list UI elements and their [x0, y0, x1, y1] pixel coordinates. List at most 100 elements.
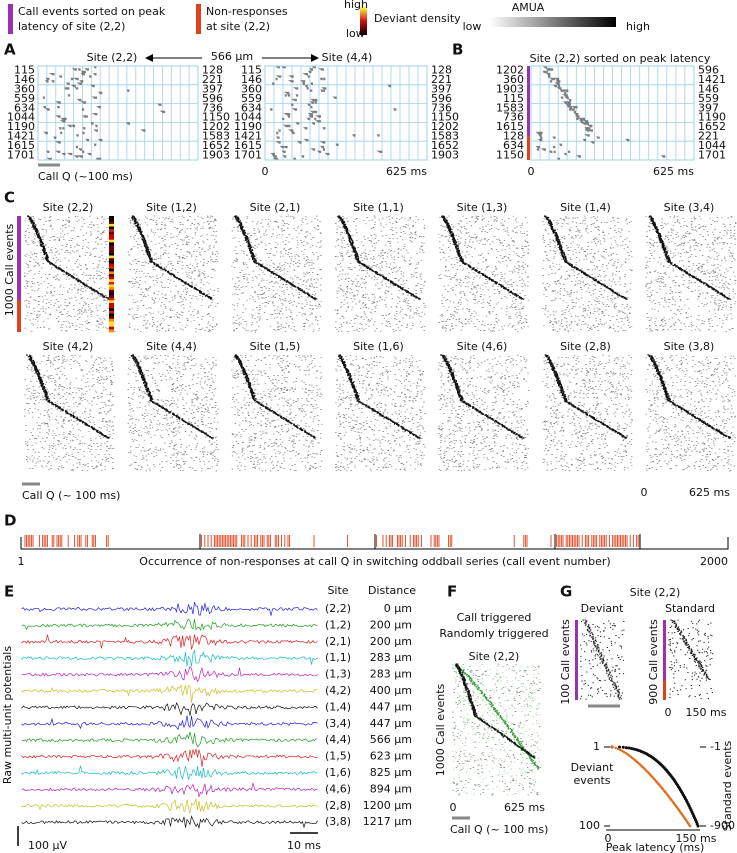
row-label: 360 [14, 83, 35, 96]
density-stripe [109, 321, 114, 325]
row-label: 559 [14, 92, 35, 105]
density-stripe [109, 329, 114, 333]
raster-noise [645, 354, 736, 472]
axis-title: Deviant [571, 761, 615, 774]
density-stripe [109, 234, 114, 238]
raster-frame [264, 65, 428, 161]
density-stripe [109, 281, 114, 285]
panel-letter: D [4, 512, 16, 530]
distance-label: 283 µm [370, 651, 412, 664]
legend-text: Standard [665, 602, 715, 615]
row-label: 115 [503, 92, 524, 105]
density-stripe [109, 289, 114, 293]
raster-noise [231, 354, 323, 472]
axis-label: 1 [593, 740, 600, 753]
raster-frame [530, 65, 695, 161]
sorted-bar [663, 620, 666, 680]
axis-label: 625 ms [386, 165, 427, 178]
density-stripe [109, 268, 114, 272]
distance-label: 200 µm [370, 635, 412, 648]
scale-label: 100 µV [28, 839, 67, 852]
raster-peaks [544, 215, 628, 300]
row-label: 1202 [202, 120, 230, 133]
density-stripe [109, 318, 114, 322]
panel-letter: A [4, 41, 16, 59]
legend-text: Call events sorted on peak [18, 5, 166, 18]
row-label: 1421 [698, 73, 726, 86]
raster-noise [127, 215, 219, 333]
site-title: Site (1,6) [353, 340, 404, 353]
axis-label: 0 [450, 801, 457, 814]
raster-peaks [441, 215, 525, 300]
nonresp-bar [527, 136, 530, 160]
legend-text: Deviant [581, 602, 625, 615]
row-label: 1903 [496, 83, 524, 96]
trace [21, 618, 318, 631]
density-stripe [109, 260, 114, 264]
row-label: 1421 [7, 130, 35, 143]
trace [21, 649, 318, 667]
trace [21, 765, 318, 780]
site-title: Site (3,4) [664, 201, 715, 214]
distance-label: 400 µm [370, 684, 412, 697]
row-label: 1150 [431, 111, 459, 124]
raster-peaks [130, 354, 214, 439]
density-stripe [109, 250, 114, 254]
site-title: Site (1,3) [457, 201, 508, 214]
row-label: 596 [698, 64, 719, 77]
raster-peaks [337, 215, 421, 300]
y-axis-label: 1000 Call events [3, 223, 16, 316]
density-stripe [109, 303, 114, 306]
distance-label: 447 µm [370, 717, 412, 730]
legend-text: low [463, 20, 482, 33]
legend-text: Deviant density [374, 12, 461, 25]
legend-bar-red [196, 4, 201, 34]
panel-letter: F [447, 583, 457, 601]
row-label: 146 [698, 83, 719, 96]
row-label: 115 [14, 64, 35, 77]
site-label: (2,2) [325, 602, 351, 615]
legend-text: Randomly triggered [439, 627, 548, 640]
distance-label: 1217 µm [363, 815, 412, 828]
raster-noise [645, 215, 737, 332]
row-label: 146 [241, 73, 262, 86]
site-label: (4,6) [325, 782, 351, 795]
density-stripe [109, 326, 114, 330]
trace [21, 665, 318, 683]
density-stripe [109, 313, 114, 317]
axis-title: events [573, 774, 610, 787]
density-stripe [109, 287, 114, 291]
raster-peaks [338, 354, 421, 439]
row-label: 1190 [234, 120, 262, 133]
distance-label: 623 µm [370, 750, 412, 763]
row-label: 397 [202, 83, 223, 96]
density-stripe [109, 229, 114, 233]
site-title: Site (3,8) [664, 340, 715, 353]
raster-noise [24, 355, 115, 472]
axis-label: 625 ms [653, 165, 694, 178]
raster-peaks [27, 215, 110, 300]
row-label: 128 [503, 130, 524, 143]
axis-label: 100 [579, 819, 600, 832]
row-label: 1615 [234, 139, 262, 152]
raster-grid [37, 65, 199, 161]
raster-peaks [131, 215, 213, 300]
density-stripe [109, 305, 114, 309]
row-label: 1044 [7, 111, 35, 124]
scale-label: 10 ms [287, 839, 321, 852]
row-label: 1421 [234, 130, 262, 143]
row-label: 360 [503, 73, 524, 86]
axis-label: 150 ms [676, 832, 717, 845]
trace [21, 798, 318, 814]
distance-label: 566 µm [211, 50, 253, 63]
site-label: (1,1) [325, 651, 351, 664]
row-label: 1701 [698, 148, 726, 161]
row-label: 559 [698, 92, 719, 105]
row-label: 221 [698, 130, 719, 143]
trace [21, 633, 318, 650]
raster-peaks [647, 354, 732, 439]
density-stripe [109, 297, 114, 301]
raster-peaks [648, 215, 732, 300]
density-stripe [109, 308, 114, 312]
row-label: 1583 [431, 130, 459, 143]
